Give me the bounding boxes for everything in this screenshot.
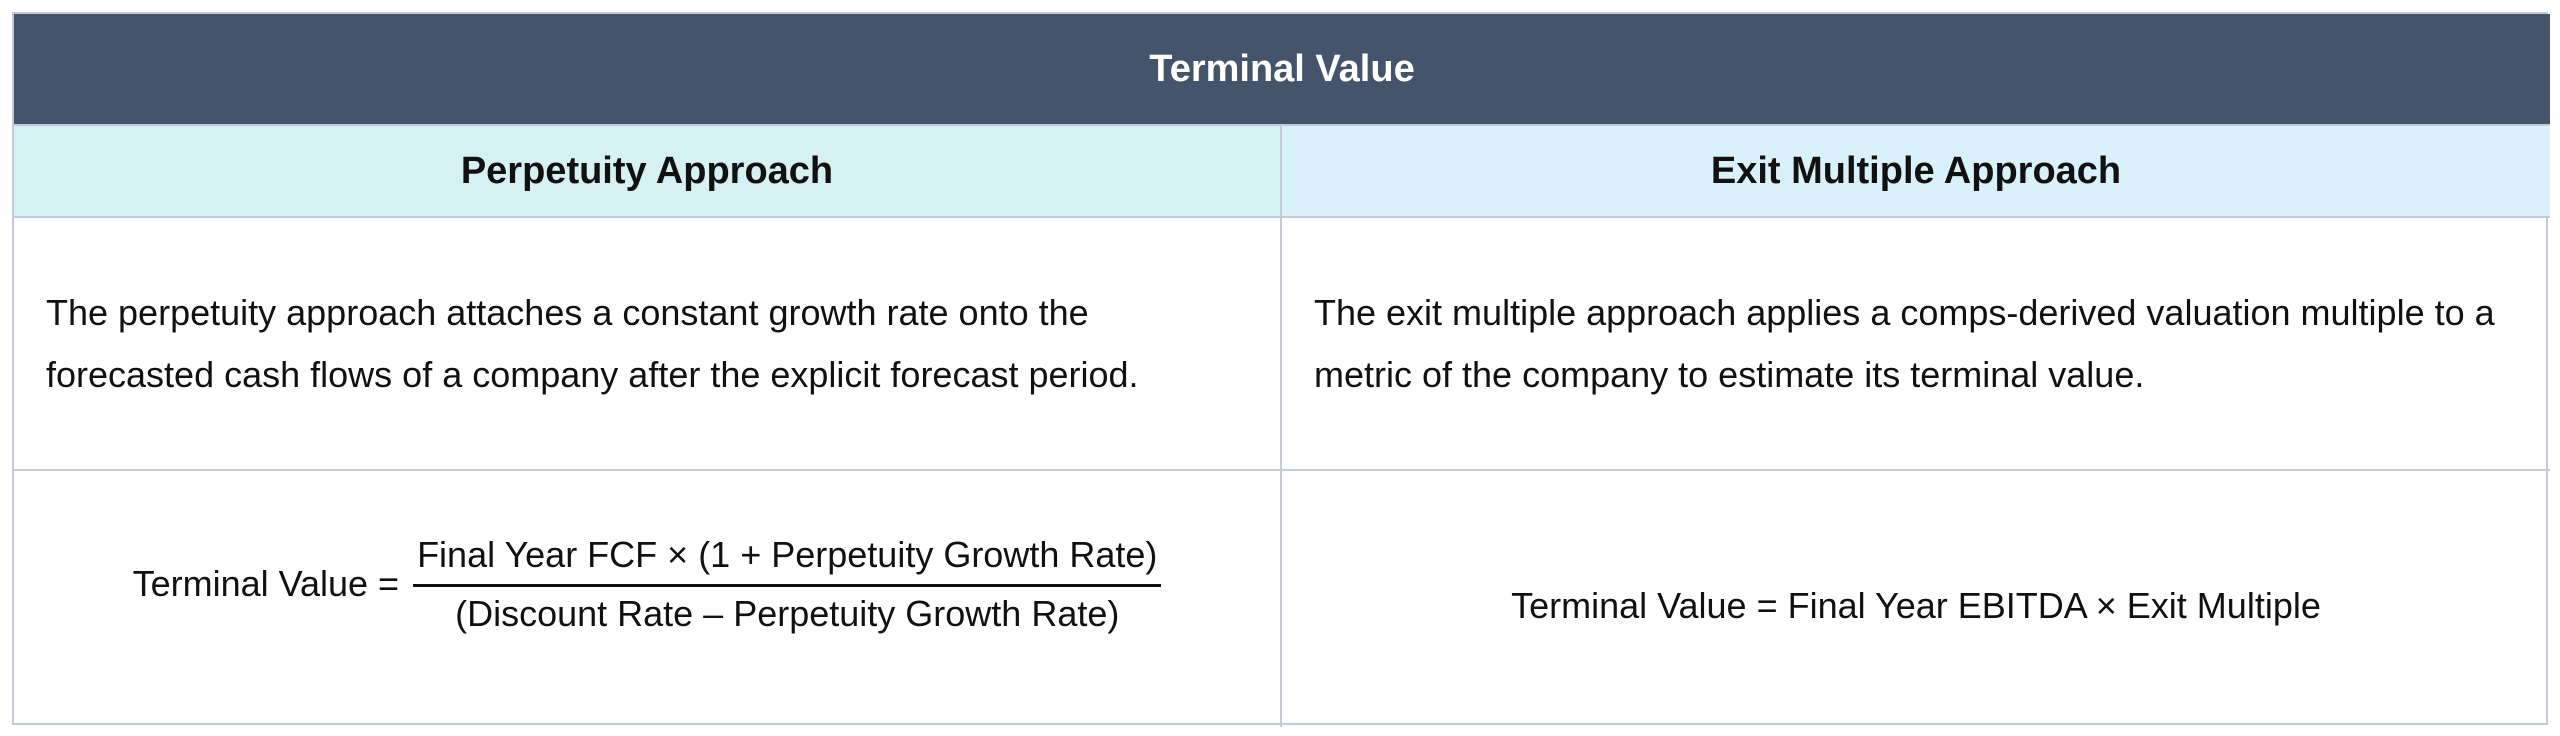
exit-multiple-approach-header: Exit Multiple Approach <box>1282 124 2550 216</box>
perpetuity-description-cell: The perpetuity approach attaches a const… <box>14 216 1282 469</box>
perpetuity-formula-denominator: (Discount Rate – Perpetuity Growth Rate) <box>455 592 1120 634</box>
perpetuity-approach-header: Perpetuity Approach <box>14 124 1282 216</box>
exit-multiple-description-cell: The exit multiple approach applies a com… <box>1282 216 2550 469</box>
table-title: Terminal Value <box>14 14 2550 124</box>
perpetuity-description: The perpetuity approach attaches a const… <box>46 291 1139 395</box>
perpetuity-formula-cell: Terminal Value = Final Year FCF × (1 + P… <box>14 469 1282 727</box>
exit-multiple-description: The exit multiple approach applies a com… <box>1314 291 2495 395</box>
perpetuity-formula-fraction: Final Year FCF × (1 + Perpetuity Growth … <box>413 534 1162 635</box>
perpetuity-formula-numerator: Final Year FCF × (1 + Perpetuity Growth … <box>413 534 1162 587</box>
exit-multiple-formula: Terminal Value = Final Year EBITDA × Exi… <box>1511 585 2321 626</box>
exit-multiple-formula-cell: Terminal Value = Final Year EBITDA × Exi… <box>1282 469 2550 727</box>
terminal-value-table: Terminal Value Perpetuity Approach Exit … <box>12 12 2550 727</box>
perpetuity-formula-lhs: Terminal Value = <box>132 563 400 604</box>
